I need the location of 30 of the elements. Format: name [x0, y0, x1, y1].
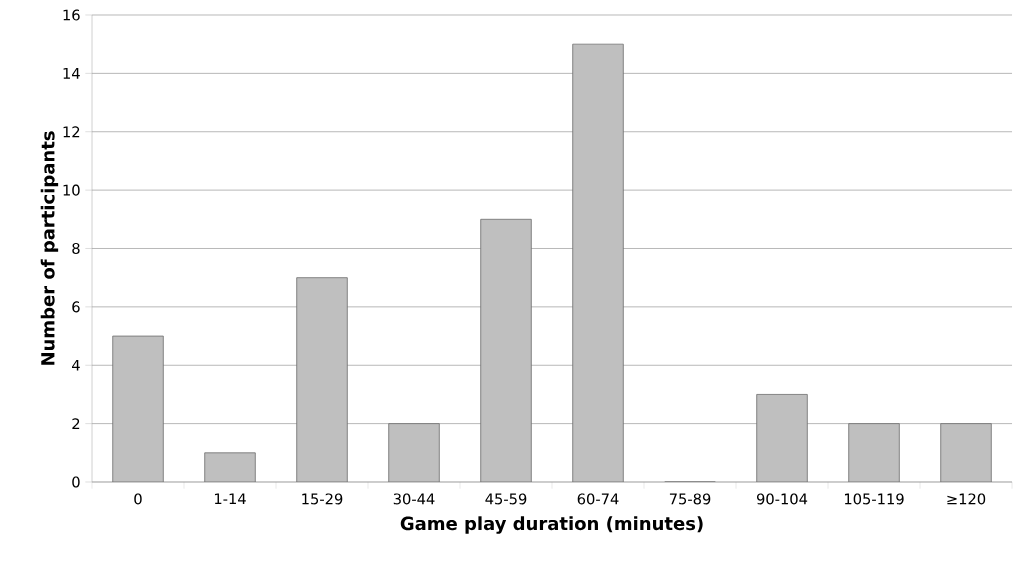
y-tick-label: 6 — [72, 301, 80, 313]
x-tick-label: 0 — [134, 493, 142, 505]
bar — [572, 43, 624, 482]
y-axis-title: Number of participants — [40, 131, 59, 365]
x-tick-label: 15-29 — [302, 493, 343, 505]
y-tick-label: 10 — [63, 184, 80, 196]
x-tick-label: 1-14 — [214, 493, 246, 505]
x-tick-label: ≥120 — [947, 493, 986, 505]
x-axis-title: Game play duration (minutes) — [400, 516, 703, 534]
x-tick-label: 30-44 — [393, 493, 435, 505]
bar — [112, 335, 164, 482]
x-tick-label: 60-74 — [577, 493, 619, 505]
y-tick-label: 2 — [72, 418, 80, 430]
bar — [940, 423, 992, 482]
x-tick-label: 45-59 — [485, 493, 527, 505]
y-tick-label: 14 — [63, 68, 80, 79]
bar — [296, 277, 348, 482]
y-tick-label: 8 — [72, 242, 80, 255]
bar — [204, 452, 256, 482]
bar — [756, 394, 808, 482]
bar — [480, 218, 532, 482]
y-tick-label: 16 — [63, 9, 80, 21]
y-tick-label: 4 — [72, 359, 80, 371]
x-tick-label: 90-104 — [756, 493, 808, 505]
y-tick-label: 12 — [63, 126, 80, 138]
bar — [388, 423, 440, 482]
y-tick-label: 0 — [72, 476, 80, 488]
bar — [848, 423, 900, 482]
x-tick-label: 75-89 — [669, 493, 711, 505]
x-tick-label: 105-119 — [844, 493, 904, 505]
